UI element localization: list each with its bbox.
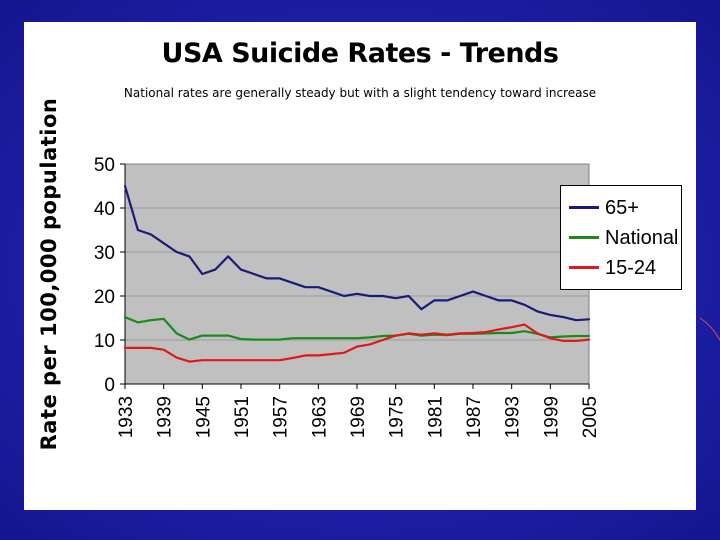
- y-tick-label-20: 20: [94, 287, 115, 308]
- legend-item-national: National: [569, 224, 679, 252]
- legend: 65+ National 15-24: [560, 185, 682, 290]
- legend-item-65plus: 65+: [569, 194, 679, 222]
- x-tick-label-1963: 1963: [309, 396, 330, 438]
- decorative-curve: [699, 317, 720, 341]
- x-tick-label-2005: 2005: [580, 396, 601, 438]
- x-tick-label-1993: 1993: [503, 396, 524, 438]
- axes: 0 10 20 30 40 50 1933 1939 1945 1951 1957 1963 1969 1…: [94, 155, 601, 438]
- x-tick-label-1957: 1957: [271, 396, 292, 438]
- x-tick-label-1981: 1981: [425, 396, 446, 438]
- chart-subtitle: National rates are generally steady but …: [123, 86, 597, 100]
- y-tick-label-10: 10: [94, 331, 115, 352]
- gridlines: [125, 207, 589, 341]
- legend-swatch-national: [569, 236, 599, 239]
- x-tick-label-1945: 1945: [193, 396, 214, 438]
- series-lines: [123, 184, 591, 363]
- chart-title: USA Suicide Rates - Trends: [161, 38, 559, 69]
- y-tick-label-50: 50: [94, 155, 115, 176]
- x-tick-label-1951: 1951: [232, 396, 253, 438]
- x-tick-label-1999: 1999: [541, 396, 562, 438]
- plot-area: [124, 163, 590, 385]
- legend-swatch-15-24: [569, 266, 599, 269]
- y-tick-label-30: 30: [94, 243, 115, 264]
- x-tick-label-1987: 1987: [464, 396, 485, 438]
- x-tick-label-1939: 1939: [155, 396, 176, 438]
- legend-item-15-24: 15-24: [569, 254, 679, 282]
- y-tick-label-40: 40: [94, 199, 115, 220]
- series-line-15-24: [123, 323, 591, 363]
- legend-label-65plus: 65+: [605, 197, 639, 219]
- y-tick-label-0: 0: [104, 375, 115, 396]
- series-line-national: [123, 316, 591, 341]
- series-line-65plus: [123, 184, 591, 322]
- x-tick-label-1933: 1933: [116, 396, 137, 438]
- legend-swatch-65plus: [569, 206, 599, 209]
- x-tick-label-1969: 1969: [348, 396, 369, 438]
- legend-label-national: National: [605, 227, 679, 249]
- x-tick-label-1975: 1975: [387, 396, 408, 438]
- legend-label-15-24: 15-24: [605, 257, 657, 279]
